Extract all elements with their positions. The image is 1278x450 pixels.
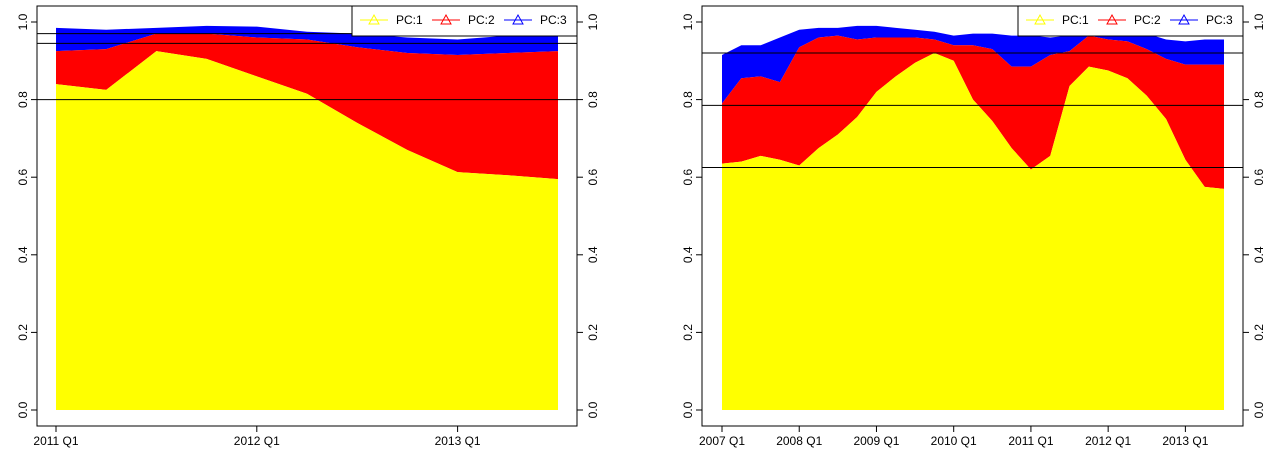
y-tick-label-right: 1.0 — [1252, 13, 1266, 30]
y-tick-label-right: 1.0 — [586, 13, 600, 30]
legend-entry: PC:2 — [1098, 13, 1161, 27]
legend-label: PC:3 — [1206, 13, 1233, 27]
y-tick-label-left: 1.0 — [16, 13, 30, 30]
legend-entry: PC:3 — [1170, 13, 1233, 27]
series-areas — [56, 25, 558, 410]
y-tick-label-left: 0.6 — [16, 169, 30, 186]
x-tick-label: 2008 Q1 — [776, 434, 822, 448]
legend-label: PC:3 — [540, 13, 567, 27]
x-tick-label: 2013 Q1 — [1162, 434, 1208, 448]
y-tick-label-right: 0.6 — [586, 169, 600, 186]
y-tick-label-right: 0.6 — [1252, 169, 1266, 186]
y-tick-label-left: 1.0 — [681, 13, 695, 30]
legend-label: PC:2 — [1134, 13, 1161, 27]
y-tick-label-left: 0.2 — [16, 324, 30, 341]
y-tick-label-right: 0.2 — [586, 324, 600, 341]
area-pc-1 — [722, 53, 1224, 410]
legend-triangle-icon — [512, 13, 524, 25]
x-tick-label: 2011 Q1 — [33, 434, 78, 448]
y-tick-label-left: 0.6 — [681, 169, 695, 186]
y-tick-label-left: 0.0 — [16, 401, 30, 418]
y-tick-label-right: 0.4 — [586, 246, 600, 263]
x-tick-label: 2010 Q1 — [931, 434, 977, 448]
y-tick-label-right: 0.4 — [1252, 246, 1266, 263]
y-tick-label-left: 0.8 — [681, 91, 695, 108]
legend-triangle-icon — [368, 13, 380, 25]
area-pc-1 — [56, 51, 558, 410]
legend-triangle-icon — [440, 13, 452, 25]
series-areas — [722, 25, 1224, 410]
y-tick-label-left: 0.0 — [681, 401, 695, 418]
legend-triangle-icon — [1178, 13, 1190, 25]
x-tick-label: 2012 Q1 — [1085, 434, 1131, 448]
legend-box — [351, 5, 578, 37]
legend-entry: PC:1 — [360, 13, 423, 27]
legend-triangle-icon — [1034, 13, 1046, 25]
y-tick-label-left: 0.4 — [16, 246, 30, 263]
x-tick-label: 2007 Q1 — [699, 434, 745, 448]
legend-label: PC:2 — [468, 13, 495, 27]
y-tick-label-right: 0.8 — [1252, 91, 1266, 108]
legend-entry: PC:3 — [504, 13, 567, 27]
y-tick-label-left: 0.4 — [681, 246, 695, 263]
legend-label: PC:1 — [396, 13, 423, 27]
x-tick-label: 2012 Q1 — [234, 434, 280, 448]
y-tick-label-left: 0.2 — [681, 324, 695, 341]
area-pc-2 — [56, 33, 558, 180]
x-tick-label: 2011 Q1 — [1008, 434, 1053, 448]
legend-entry: PC:2 — [432, 13, 495, 27]
x-tick-label: 2009 Q1 — [853, 434, 899, 448]
x-tick-label: 2013 Q1 — [435, 434, 481, 448]
y-tick-label-left: 0.8 — [16, 91, 30, 108]
legend-triangle-icon — [1106, 13, 1118, 25]
legend-entry: PC:1 — [1026, 13, 1089, 27]
legend-label: PC:1 — [1062, 13, 1089, 27]
y-tick-label-right: 0.2 — [1252, 324, 1266, 341]
chart-panel-right: 0.0 0.0 0.2 0.2 0.4 0.4 0.6 0.6 0.8 0.8 1.0 1.0 2007… — [681, 5, 1266, 448]
y-tick-label-right: 0.8 — [586, 91, 600, 108]
legend: PC:1 PC:2 PC:3 — [351, 5, 578, 37]
area-pc-2 — [722, 35, 1224, 189]
legend-box — [1017, 5, 1244, 37]
area-pc-3 — [722, 25, 1224, 104]
legend: PC:1 PC:2 PC:3 — [1017, 5, 1244, 37]
y-tick-label-right: 0.0 — [1252, 401, 1266, 418]
y-tick-label-right: 0.0 — [586, 401, 600, 418]
chart-panel-left: 0.0 0.0 0.2 0.2 0.4 0.4 0.6 0.6 0.8 0.8 1.0 1.0 2011… — [16, 5, 600, 448]
